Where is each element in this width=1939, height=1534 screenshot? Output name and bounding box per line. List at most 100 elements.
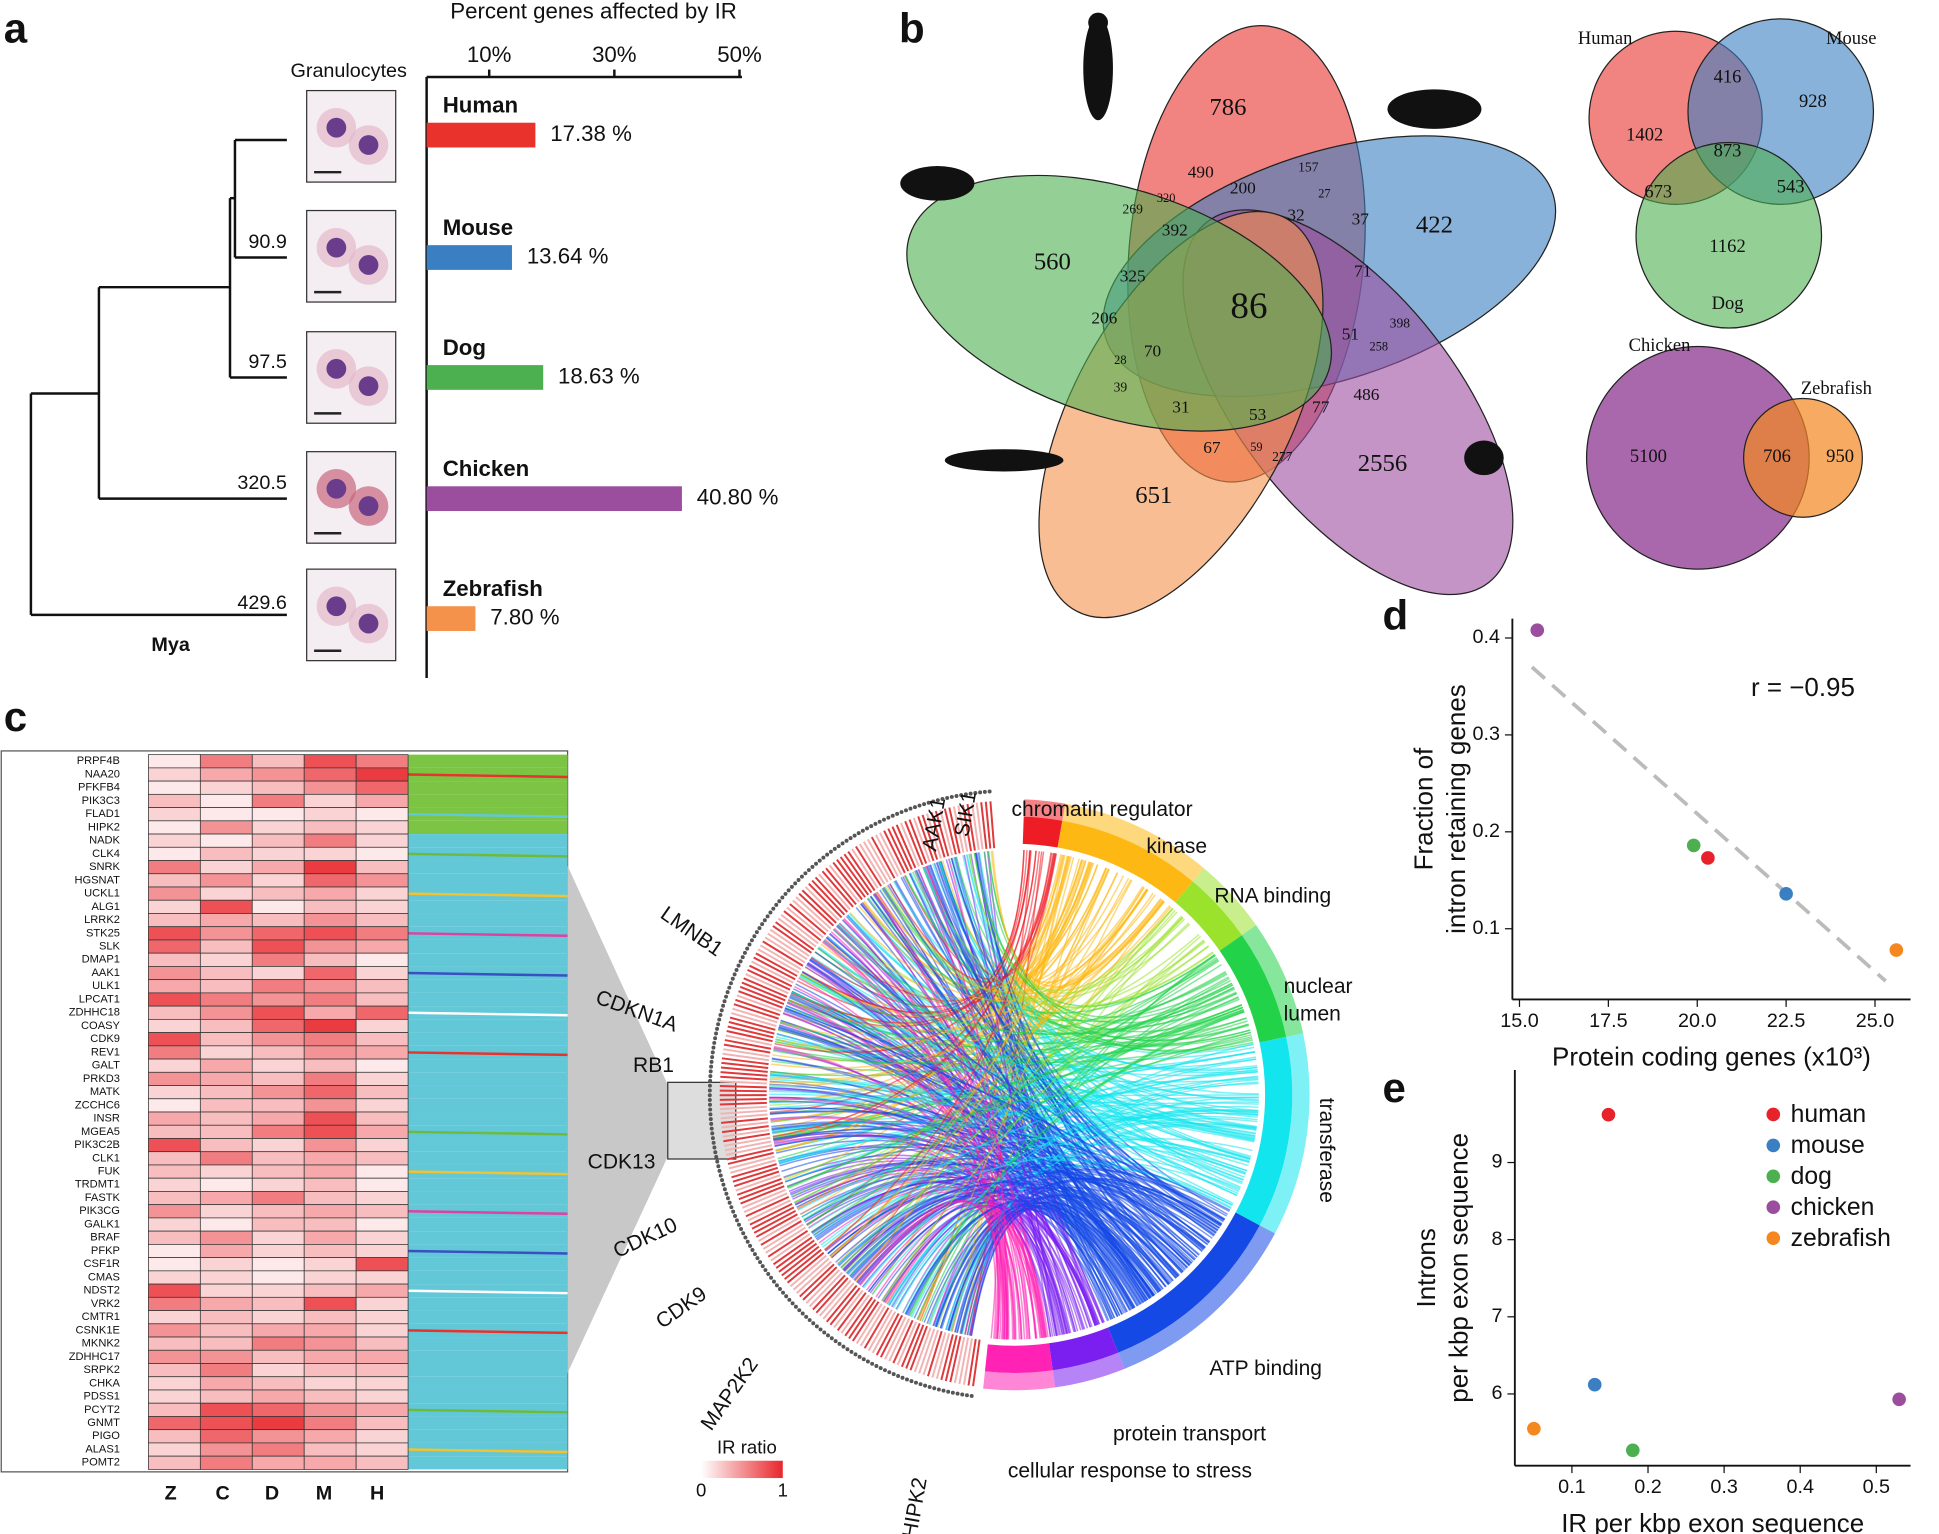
gene-tick <box>743 1235 748 1240</box>
nucleus <box>358 496 379 516</box>
connector-stripe <box>408 1416 568 1430</box>
silhouette <box>1088 12 1108 33</box>
gene-ring <box>815 1277 849 1314</box>
gene-ring <box>765 1226 806 1254</box>
gene-tick <box>714 1154 719 1159</box>
venn-count: 269 <box>1123 202 1144 217</box>
connector-line <box>408 1090 568 1096</box>
heatmap-cell <box>355 833 409 848</box>
heatmap-cell <box>199 1191 253 1206</box>
node-label: 90.9 <box>248 231 286 253</box>
y-axis-label: intron retaining genes <box>1441 684 1471 934</box>
gene-tick <box>708 1069 713 1074</box>
gene-tick <box>793 1304 798 1309</box>
gene-ring <box>751 960 794 984</box>
gene-label: POMT2 <box>82 1457 120 1469</box>
connector-stripe <box>408 820 568 835</box>
gene-tick <box>709 1126 714 1131</box>
chord <box>991 850 1145 984</box>
chord <box>806 964 1068 1334</box>
connector-line <box>408 1289 568 1295</box>
point <box>1530 623 1545 638</box>
connector-stripe <box>408 860 568 874</box>
venn-count: 1402 <box>1626 125 1663 146</box>
heatmap-cell <box>251 1416 305 1431</box>
gene-ring <box>896 1321 918 1366</box>
heatmap-cell <box>251 1191 305 1206</box>
heatmap-cell <box>148 1349 201 1364</box>
gene-ring <box>967 1338 977 1386</box>
y-tick-label: 8 <box>1491 1228 1502 1250</box>
point <box>1892 1392 1906 1407</box>
venn-count: 490 <box>1188 162 1214 181</box>
venn-count: 51 <box>1342 324 1359 343</box>
gene-ring <box>727 1151 774 1165</box>
connector-stripe <box>408 1376 568 1390</box>
chord <box>837 1154 1241 1266</box>
gene-ring <box>772 1236 813 1266</box>
heatmap-cell <box>355 1270 409 1285</box>
y-axis-label: Introns <box>1411 1228 1441 1307</box>
chord <box>973 852 1231 1018</box>
category-label: Human <box>443 93 518 118</box>
gene-tick <box>725 1196 730 1201</box>
gene-tick <box>745 1239 750 1244</box>
gene-tick <box>732 972 737 977</box>
gene-tick <box>963 792 968 797</box>
heatmap-cell <box>355 966 409 981</box>
heatmap-cell <box>303 1124 357 1139</box>
gene-tick <box>748 1243 753 1248</box>
heatmap-cell <box>199 1005 253 1020</box>
gene-tick <box>757 926 762 931</box>
gene-label: DMAP1 <box>82 954 120 966</box>
gene-tick <box>814 1324 819 1329</box>
heatmap-cell <box>199 1336 253 1351</box>
gene-label: STK25 <box>86 927 120 939</box>
bar <box>426 245 512 270</box>
gene-tick <box>755 1256 760 1261</box>
heatmap-cell <box>303 1376 357 1391</box>
heatmap-cell <box>303 1032 357 1047</box>
heatmap-cell <box>355 1071 409 1086</box>
heatmap-cell <box>148 1164 201 1179</box>
gene-tick <box>763 1268 768 1273</box>
venn-count: 67 <box>1203 438 1221 457</box>
gene-ring <box>852 1301 880 1342</box>
connector-stripe <box>408 754 568 768</box>
chord <box>893 880 1162 1291</box>
chord <box>832 928 1240 1035</box>
gene-tick <box>852 833 857 838</box>
venn-count: 31 <box>1172 397 1189 416</box>
gene-ring <box>839 856 870 896</box>
venn-count: 32 <box>1287 206 1304 225</box>
gene-ring <box>719 1098 767 1101</box>
heatmap-cell <box>148 1442 201 1457</box>
gene-ring <box>720 1117 768 1124</box>
heatmap-cell <box>148 846 201 861</box>
chord <box>784 1076 1259 1183</box>
gene-tick <box>716 1022 721 1027</box>
heatmap-cell <box>148 1138 201 1153</box>
heatmap-cell <box>303 1244 357 1258</box>
gene-ring <box>840 1294 870 1334</box>
gene-ring <box>772 925 812 954</box>
gene-ring <box>722 1128 770 1138</box>
heatmap-cell <box>303 979 357 994</box>
node-label: 320.5 <box>237 472 286 494</box>
gene-ring <box>905 1324 925 1369</box>
heatmap-cell <box>148 1032 201 1047</box>
heatmap-cell <box>251 952 305 967</box>
heatmap-cell <box>251 1217 305 1232</box>
gene-tick <box>708 1112 713 1117</box>
heatmap-cell <box>148 1071 201 1086</box>
heatmap-cell <box>148 1363 201 1378</box>
gene-tick <box>853 1352 858 1357</box>
heatmap-cell <box>355 1455 409 1470</box>
chord <box>960 1194 1187 1334</box>
gene-ring <box>719 1101 767 1106</box>
legend-label: dog <box>1791 1163 1832 1190</box>
connector-line <box>408 773 568 779</box>
chord <box>838 1181 1180 1276</box>
gene-label: TRDMT1 <box>75 1179 120 1191</box>
gene-ring <box>795 896 832 930</box>
